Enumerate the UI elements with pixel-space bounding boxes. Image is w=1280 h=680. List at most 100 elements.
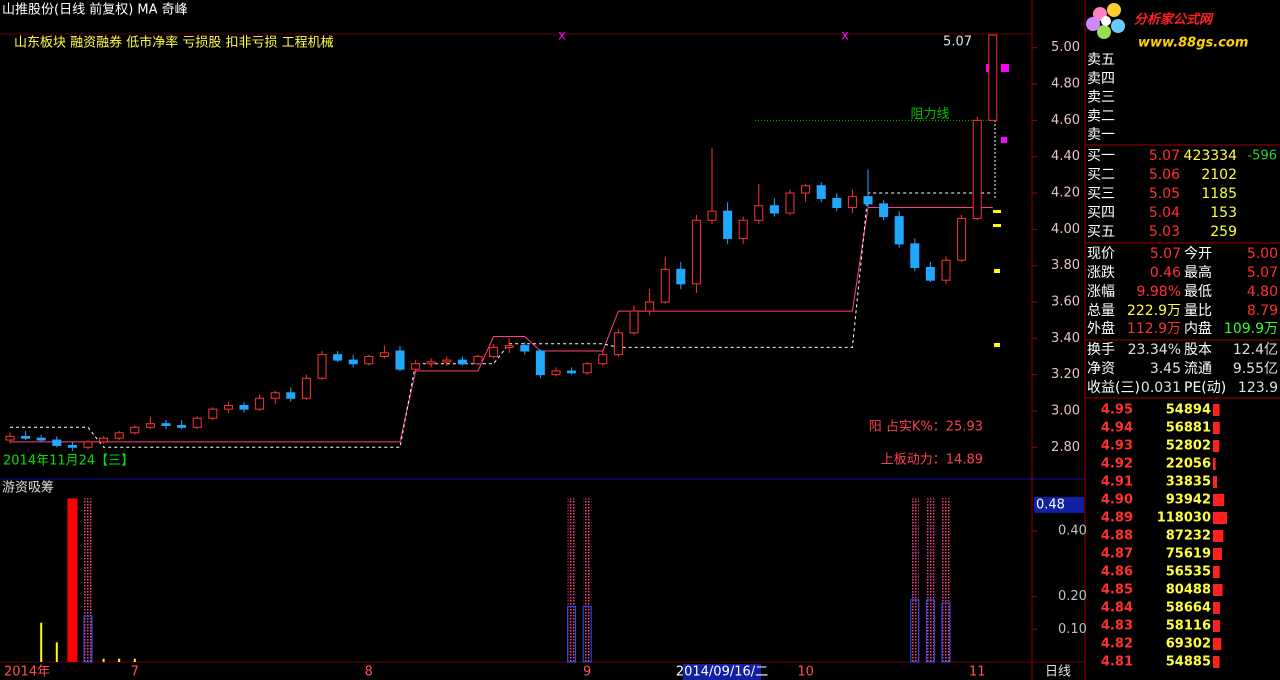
trade-bar bbox=[1213, 440, 1220, 452]
candle-body bbox=[36, 437, 46, 441]
svg-text:x: x bbox=[558, 29, 566, 44]
bar bbox=[942, 498, 950, 662]
candle-body bbox=[145, 423, 155, 428]
trade-volume: 52802 bbox=[1166, 439, 1211, 454]
stat-label: 净资 bbox=[1087, 361, 1115, 377]
stat-value: 109.9万 bbox=[1224, 321, 1278, 337]
candle-body bbox=[691, 219, 701, 285]
y-tick-label: 3.60 bbox=[1051, 294, 1080, 309]
trade-bar bbox=[1213, 566, 1220, 578]
bid-price: 5.03 bbox=[1149, 224, 1180, 240]
bid-price: 5.07 bbox=[1149, 148, 1180, 164]
trade-price: 4.93 bbox=[1101, 439, 1133, 454]
trade-volume: 22056 bbox=[1166, 457, 1211, 472]
candle-body bbox=[442, 359, 452, 363]
annotation: 阳 占实K%：25.93 bbox=[869, 420, 983, 435]
trade-price: 4.89 bbox=[1101, 511, 1133, 526]
candle-body bbox=[192, 417, 202, 428]
y-tick-label: 4.80 bbox=[1051, 77, 1080, 92]
candle-body bbox=[941, 259, 951, 281]
trade-price: 4.95 bbox=[1101, 403, 1133, 418]
bar bbox=[941, 602, 951, 663]
y-tick-label: 0.20 bbox=[1058, 589, 1087, 604]
trade-volume: 80488 bbox=[1166, 583, 1211, 598]
candle-body bbox=[161, 423, 171, 426]
trade-volume: 56535 bbox=[1166, 565, 1211, 580]
bid-volume: 423334 bbox=[1184, 148, 1238, 164]
bar bbox=[925, 599, 935, 663]
trade-volume: 56881 bbox=[1166, 421, 1211, 436]
trade-bar bbox=[1213, 656, 1220, 668]
trade-volume: 54894 bbox=[1166, 403, 1211, 418]
candle-body bbox=[21, 435, 31, 439]
x-tick-label: 2014年 bbox=[4, 665, 50, 680]
period: 日线 bbox=[1045, 665, 1071, 680]
stat-label: 股本 bbox=[1184, 342, 1212, 358]
candle-body bbox=[785, 192, 795, 214]
indicator-title: 游资吸筹 bbox=[2, 480, 54, 496]
stat-label: 收益(三) bbox=[1087, 380, 1140, 396]
stat-label: 今开 bbox=[1184, 246, 1212, 262]
candle-body bbox=[535, 350, 545, 376]
x-tick-label: 9 bbox=[583, 665, 591, 680]
y-tick-label: 3.00 bbox=[1051, 403, 1080, 418]
bar bbox=[583, 498, 592, 662]
logo bbox=[1086, 3, 1125, 39]
candle-body bbox=[83, 441, 93, 448]
ask-label: 卖二 bbox=[1087, 108, 1115, 124]
candle-body bbox=[660, 268, 670, 303]
logo-url: www.88gs.com bbox=[1138, 36, 1248, 51]
stat-value: 5.00 bbox=[1247, 246, 1278, 262]
bar bbox=[582, 605, 592, 663]
candle-body bbox=[629, 310, 639, 334]
trade-volume: 54885 bbox=[1166, 655, 1211, 670]
trade-price: 4.84 bbox=[1101, 601, 1133, 616]
bar bbox=[67, 498, 78, 662]
stat-value: 222.9万 bbox=[1127, 303, 1181, 319]
candle-body bbox=[676, 268, 686, 285]
candle-body bbox=[255, 397, 265, 410]
chart-title: 山推股份(日线 前复权) MA 奇峰 bbox=[2, 2, 188, 18]
stat-label: 外盘 bbox=[1087, 320, 1115, 337]
bar bbox=[567, 605, 577, 663]
candle-body bbox=[395, 350, 405, 370]
candle-body bbox=[847, 196, 857, 209]
stat-value: 0.46 bbox=[1150, 265, 1181, 281]
candle-body bbox=[426, 361, 436, 365]
candle-body bbox=[286, 392, 296, 399]
x-tick-label: 10 bbox=[797, 665, 814, 680]
line bbox=[10, 207, 993, 443]
trade-price: 4.81 bbox=[1101, 655, 1133, 670]
y-tick-label: 3.20 bbox=[1051, 367, 1080, 382]
candle-body bbox=[177, 424, 187, 428]
candle-body bbox=[816, 185, 826, 199]
stat-label: 内盘 bbox=[1184, 320, 1212, 337]
stat-label: 最高 bbox=[1184, 264, 1212, 281]
candle-body bbox=[208, 408, 218, 419]
candle-body bbox=[769, 205, 779, 214]
trade-bar bbox=[1213, 404, 1220, 416]
candle-body bbox=[473, 355, 483, 365]
trade-price: 4.87 bbox=[1101, 547, 1133, 562]
candle-body bbox=[723, 210, 733, 239]
bid-label: 买二 bbox=[1087, 167, 1115, 183]
bid-change: -596 bbox=[1247, 149, 1277, 164]
bid-label: 买三 bbox=[1087, 186, 1115, 202]
trade-price: 4.85 bbox=[1101, 583, 1133, 598]
trade-volume: 75619 bbox=[1166, 547, 1211, 562]
bid-volume: 259 bbox=[1210, 224, 1237, 240]
stat-label: 涨跌 bbox=[1087, 265, 1115, 281]
candle-body bbox=[348, 359, 358, 365]
stat-value: 8.79 bbox=[1247, 303, 1278, 319]
ask-label: 卖五 bbox=[1087, 52, 1115, 68]
trade-bar bbox=[1213, 530, 1224, 542]
cursor-label: 2014/09/16/二 bbox=[676, 665, 768, 680]
candle-body bbox=[317, 354, 327, 379]
stat-label: 总量 bbox=[1087, 303, 1115, 319]
trade-volume: 87232 bbox=[1166, 529, 1211, 544]
period-box bbox=[1042, 664, 1082, 680]
trade-price: 4.94 bbox=[1101, 421, 1133, 436]
candle-body bbox=[52, 439, 62, 446]
bid-volume: 153 bbox=[1210, 205, 1237, 221]
